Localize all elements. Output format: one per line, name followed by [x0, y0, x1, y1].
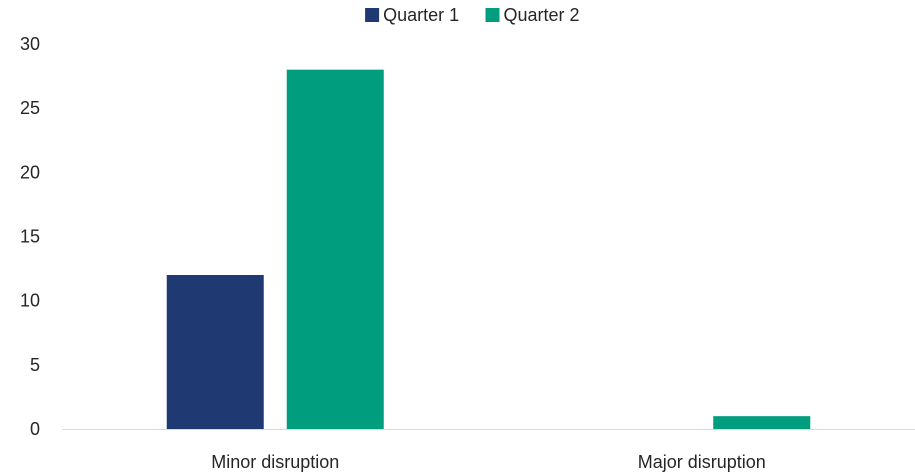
y-tick-label: 15: [20, 227, 40, 247]
bar-quarter-1-minor-disruption: [166, 275, 264, 429]
x-category-label: Minor disruption: [211, 452, 339, 472]
x-category-label: Major disruption: [638, 452, 766, 472]
legend-swatch-quarter-1: [365, 8, 380, 22]
legend: Quarter 1 Quarter 2: [365, 5, 580, 25]
y-tick-label: 10: [20, 291, 40, 311]
bar-quarter-2-minor-disruption: [286, 69, 384, 430]
legend-swatch-quarter-2: [485, 8, 500, 22]
legend-label-quarter-1: Quarter 1: [383, 5, 459, 25]
bars: [166, 69, 811, 430]
y-axis-ticks: 0 5 10 15 20 25 30: [20, 34, 40, 439]
y-tick-label: 30: [20, 34, 40, 54]
y-tick-label: 5: [30, 355, 40, 375]
y-tick-label: 20: [20, 162, 40, 182]
bar-quarter-2-major-disruption: [713, 416, 811, 429]
y-tick-label: 25: [20, 98, 40, 118]
y-tick-label: 0: [30, 419, 40, 439]
legend-label-quarter-2: Quarter 2: [504, 5, 580, 25]
